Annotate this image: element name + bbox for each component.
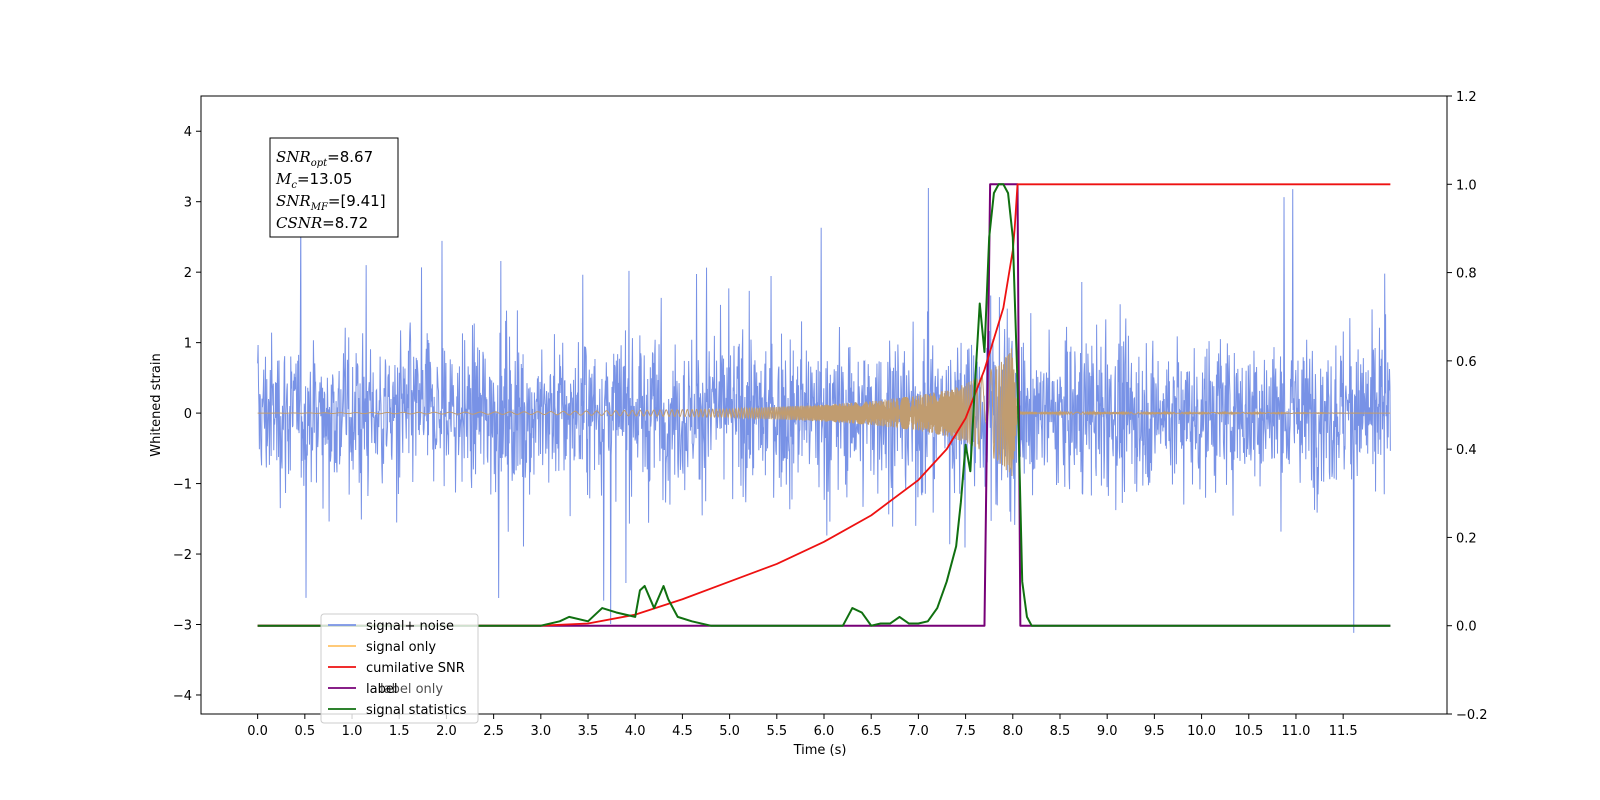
x-tick-label: 2.0 bbox=[436, 724, 457, 739]
legend: signal+ noise signal only cumilative SNR la… bbox=[320, 613, 479, 724]
legend-entry: signal statistics bbox=[366, 703, 467, 718]
x-tick-label: 3.0 bbox=[530, 724, 551, 739]
y-tick-label: −1 bbox=[173, 478, 192, 493]
annotation-line: SNRopt=8.67 bbox=[276, 148, 373, 169]
y-tick-label: −3 bbox=[173, 619, 192, 634]
y2-tick-label: −0.2 bbox=[1456, 708, 1488, 723]
x-tick-label: 9.0 bbox=[1097, 724, 1118, 739]
y-tick-label: 0 bbox=[184, 407, 192, 422]
x-tick-label: 10.5 bbox=[1234, 724, 1263, 739]
y2-tick-label: 0.0 bbox=[1456, 620, 1477, 635]
legend-entry: cumilative SNR bbox=[366, 661, 465, 676]
x-tick-label: 5.5 bbox=[766, 724, 787, 739]
x-tick-label: 7.5 bbox=[955, 724, 976, 739]
y2-tick-label: 0.4 bbox=[1456, 443, 1477, 458]
annotation-line: CSNR=8.72 bbox=[276, 214, 368, 232]
x-tick-label: 7.0 bbox=[908, 724, 929, 739]
x-tick-label: 4.0 bbox=[625, 724, 646, 739]
y2-tick-label: 0.8 bbox=[1456, 267, 1477, 282]
x-tick-label: 9.5 bbox=[1144, 724, 1165, 739]
x-tick-label: 1.5 bbox=[389, 724, 410, 739]
x-tick-label: 4.5 bbox=[672, 724, 693, 739]
annotation-line: SNRMF=[9.41] bbox=[276, 192, 386, 213]
y2-tick-label: 1.0 bbox=[1456, 178, 1477, 193]
legend-frame bbox=[320, 613, 479, 724]
y2-tick-label: 1.2 bbox=[1456, 90, 1477, 105]
y-tick-label: 3 bbox=[184, 196, 192, 211]
x-tick-label: 6.5 bbox=[861, 724, 882, 739]
y-tick-label: 1 bbox=[184, 337, 192, 352]
x-tick-label: 5.0 bbox=[719, 724, 740, 739]
y-tick-label: −2 bbox=[173, 548, 192, 563]
y-tick-label: 4 bbox=[184, 125, 192, 140]
legend-entry: signal only bbox=[366, 640, 436, 655]
x-tick-label: 1.0 bbox=[342, 724, 363, 739]
annotation-line: Mc=13.05 bbox=[275, 170, 352, 191]
y2-tick-label: 0.6 bbox=[1456, 355, 1477, 370]
legend-entry-hidden: label only bbox=[380, 682, 443, 697]
y2-tick-label: 0.2 bbox=[1456, 531, 1477, 546]
x-tick-label: 0.5 bbox=[294, 724, 315, 739]
series-signal-only-line bbox=[257, 348, 1391, 476]
x-tick-label: 0.0 bbox=[247, 724, 268, 739]
x-tick-label: 6.0 bbox=[814, 724, 835, 739]
y-tick-label: 2 bbox=[184, 266, 192, 281]
x-tick-label: 8.5 bbox=[1050, 724, 1071, 739]
legend-entry: signal+ noise bbox=[366, 619, 454, 634]
axis-ticks: 0.0 0.5 1.0 1.5 2.0 2.5 3.0 3.5 4.0 4.5 5.0 5.5 6.0 6… bbox=[173, 90, 1488, 739]
x-tick-label: 8.0 bbox=[1002, 724, 1023, 739]
series-signal-noise-line bbox=[257, 187, 1391, 633]
x-tick-label: 10.0 bbox=[1187, 724, 1216, 739]
y-tick-label: −4 bbox=[173, 689, 192, 704]
legend-entry: label bbox=[366, 682, 397, 697]
x-axis-label: Time (s) bbox=[793, 743, 847, 758]
x-tick-label: 2.5 bbox=[483, 724, 504, 739]
y-axis-label: Whitened strain bbox=[149, 353, 164, 456]
plot-area bbox=[257, 183, 1391, 633]
x-tick-label: 11.5 bbox=[1329, 724, 1358, 739]
annotation-frame bbox=[269, 137, 399, 238]
x-tick-label: 11.0 bbox=[1281, 724, 1310, 739]
x-tick-label: 3.5 bbox=[578, 724, 599, 739]
series-signal-statistics-line bbox=[257, 183, 1391, 627]
